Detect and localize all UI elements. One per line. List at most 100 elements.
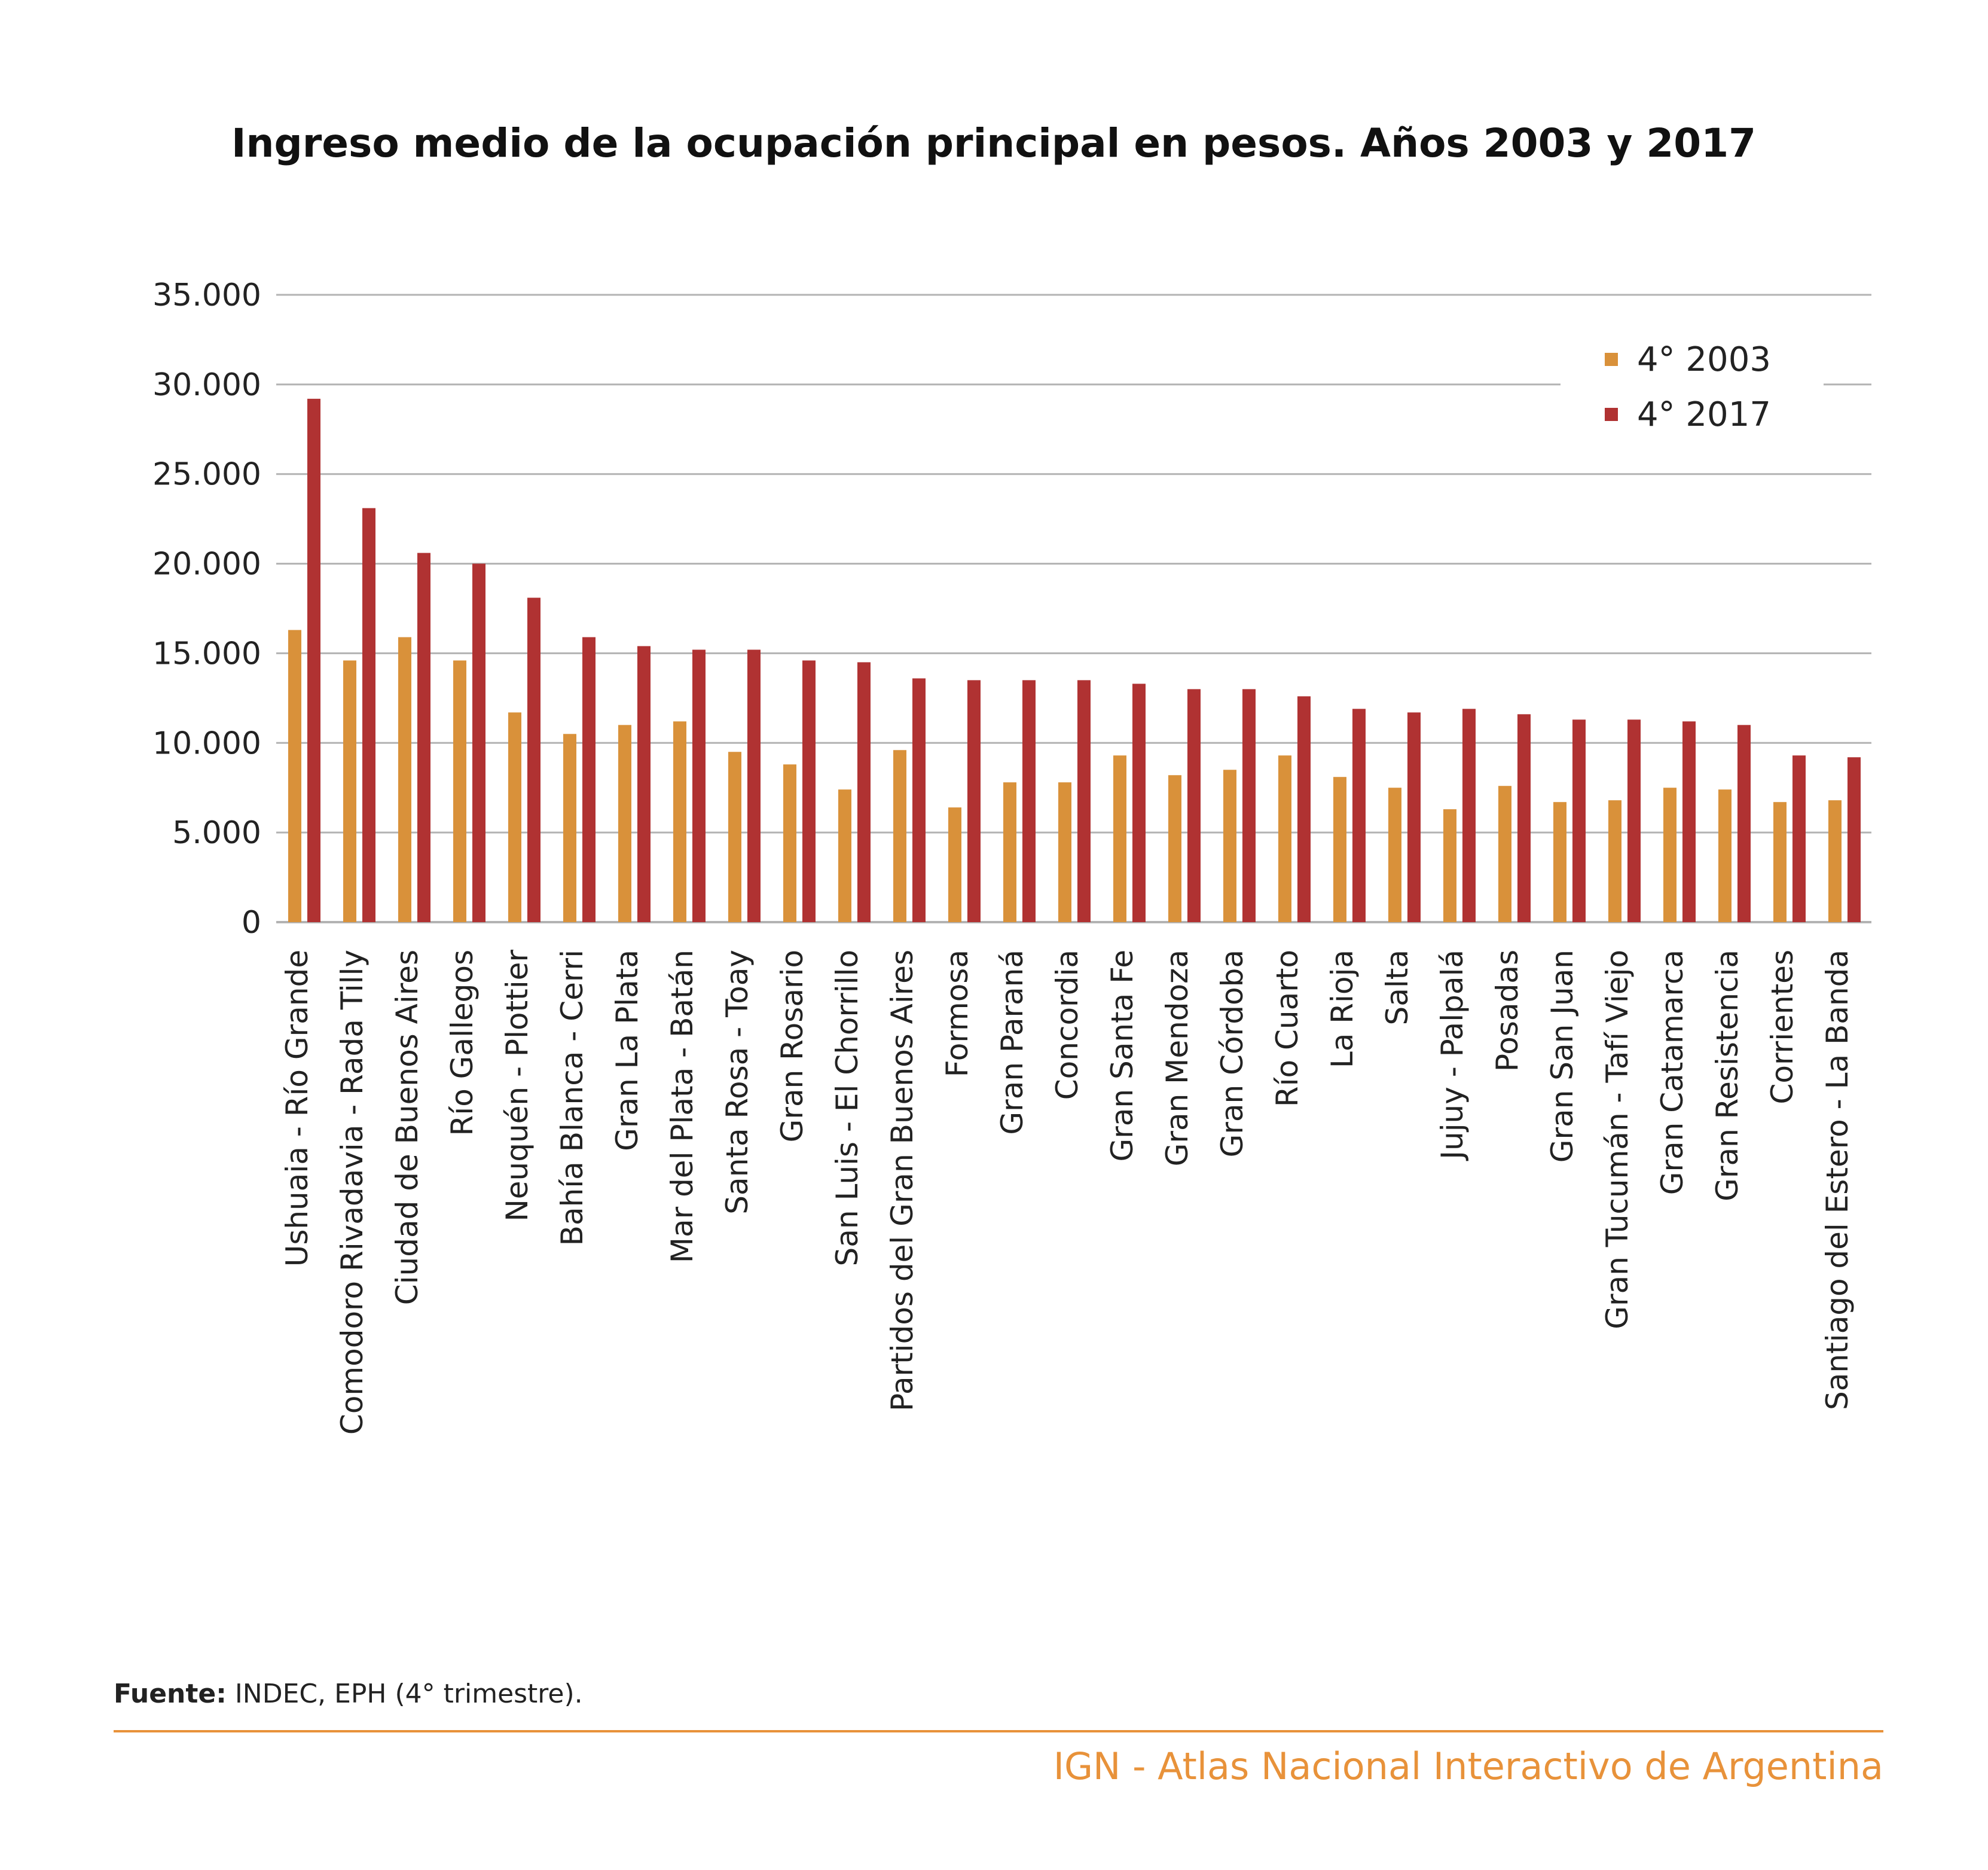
- bar-2017: [307, 398, 320, 922]
- bar-2017: [1792, 755, 1806, 922]
- x-category-label: Concordia: [1050, 950, 1085, 1100]
- bars: [288, 398, 1861, 922]
- bar-2003: [453, 660, 466, 922]
- legend-label-2003: 4° 2003: [1637, 340, 1771, 379]
- bar-2017: [472, 563, 485, 922]
- bar-2017: [747, 649, 761, 922]
- bar-2003: [1718, 789, 1732, 922]
- bar-2017: [637, 646, 651, 922]
- bar-2003: [893, 750, 906, 922]
- bar-2017: [802, 660, 816, 922]
- bar-2003: [1388, 788, 1401, 922]
- source-note: Fuente: INDEC, EPH (4° trimestre).: [114, 1679, 583, 1709]
- x-category-label: Partidos del Gran Buenos Aires: [885, 950, 920, 1411]
- x-category-label: Santiago del Estero - La Banda: [1820, 950, 1855, 1410]
- source-text: INDEC, EPH (4° trimestre).: [227, 1679, 583, 1709]
- x-axis-labels: Ushuaia - Río Grande Comodoro Rivadavia -…: [280, 950, 1855, 1435]
- bar-2003: [838, 789, 851, 922]
- bar-2003: [1498, 786, 1511, 922]
- bar-2003: [1113, 755, 1126, 922]
- x-category-label: Gran San Juan: [1545, 950, 1580, 1163]
- x-category-label: Ciudad de Buenos Aires: [390, 950, 425, 1305]
- bar-2003: [1003, 782, 1016, 922]
- x-category-label: Ushuaia - Río Grande: [280, 950, 314, 1267]
- bar-2003: [1223, 770, 1236, 922]
- x-category-label: Río Gallegos: [445, 950, 480, 1136]
- x-category-label: Bahía Blanca - Cerri: [555, 950, 590, 1246]
- bar-2003: [1773, 802, 1787, 922]
- bar-2017: [857, 662, 871, 922]
- x-category-label: Corrientes: [1765, 950, 1800, 1105]
- x-category-label: Gran Paraná: [995, 950, 1030, 1135]
- bar-2017: [1297, 696, 1311, 922]
- bar-2017: [912, 678, 926, 922]
- y-tick-label: 30.000: [152, 367, 261, 403]
- bar-2017: [1022, 680, 1036, 922]
- footer-attribution: IGN - Atlas Nacional Interactivo de Arge…: [1053, 1744, 1883, 1788]
- bar-2017: [582, 637, 596, 922]
- x-category-label: Gran Catamarca: [1655, 950, 1690, 1195]
- x-category-label: Gran Santa Fe: [1105, 950, 1140, 1162]
- bar-2017: [692, 649, 706, 922]
- legend-label-2017: 4° 2017: [1637, 395, 1771, 434]
- bar-2017: [1132, 684, 1146, 922]
- legend-background: [1561, 341, 1824, 443]
- bar-2003: [1168, 775, 1181, 922]
- legend-swatch-2003: [1605, 353, 1618, 366]
- bar-2003: [288, 630, 301, 922]
- bar-2017: [1847, 757, 1861, 922]
- bar-2003: [783, 764, 796, 922]
- bar-2003: [563, 734, 576, 922]
- bar-2003: [618, 725, 631, 922]
- x-category-label: Comodoro Rivadavia - Rada Tilly: [335, 950, 369, 1435]
- bar-2003: [1828, 800, 1842, 922]
- bar-2017: [1462, 709, 1476, 922]
- x-category-label: Formosa: [940, 950, 975, 1077]
- bar-2017: [1352, 709, 1366, 922]
- bar-2003: [1553, 802, 1566, 922]
- bar-2003: [1333, 777, 1346, 922]
- x-category-label: Jujuy - Palpalá: [1435, 950, 1470, 1161]
- bar-2003: [1058, 782, 1071, 922]
- bar-2003: [948, 807, 961, 922]
- bar-2003: [398, 637, 411, 922]
- x-category-label: Gran Resistencia: [1710, 950, 1745, 1201]
- bar-2017: [1517, 714, 1531, 922]
- bar-2003: [343, 660, 356, 922]
- bar-2017: [417, 553, 430, 922]
- x-category-label: Gran Rosario: [775, 950, 810, 1142]
- bar-2003: [508, 712, 521, 922]
- bar-2017: [967, 680, 981, 922]
- y-tick-label: 15.000: [152, 636, 261, 672]
- x-category-label: Santa Rosa - Toay: [720, 950, 755, 1215]
- bar-2017: [362, 508, 375, 922]
- bar-2017: [1682, 721, 1696, 922]
- y-tick-label: 20.000: [152, 547, 261, 582]
- x-category-label: Río Cuarto: [1270, 950, 1305, 1107]
- chart-title: Ingreso medio de la ocupación principal …: [231, 120, 1756, 166]
- bar-2003: [728, 752, 741, 922]
- y-tick-label: 0: [242, 905, 261, 941]
- x-category-label: San Luis - El Chorrillo: [830, 950, 865, 1266]
- bar-2003: [673, 721, 686, 922]
- y-tick-label: 10.000: [152, 725, 261, 761]
- bar-2017: [1242, 689, 1256, 922]
- bar-2017: [1627, 719, 1641, 922]
- y-tick-label: 35.000: [152, 277, 261, 313]
- x-category-label: Posadas: [1490, 950, 1525, 1072]
- x-category-label: Salta: [1380, 950, 1415, 1026]
- bar-2003: [1608, 800, 1621, 922]
- x-category-label: Gran Córdoba: [1215, 950, 1250, 1157]
- x-category-label: Gran La Plata: [610, 950, 645, 1151]
- x-category-label: Gran Mendoza: [1160, 950, 1195, 1166]
- bar-2017: [1737, 725, 1751, 922]
- bar-2017: [527, 597, 540, 922]
- x-category-label: Gran Tucumán - Tafí Viejo: [1600, 950, 1635, 1329]
- bar-2017: [1572, 719, 1586, 922]
- y-tick-label: 5.000: [172, 815, 261, 851]
- x-category-label: Mar del Plata - Batán: [665, 950, 700, 1263]
- legend: 4° 2003 4° 2017: [1561, 340, 1824, 443]
- source-label: Fuente:: [114, 1679, 227, 1709]
- bar-2017: [1407, 712, 1421, 922]
- bar-2003: [1443, 809, 1456, 922]
